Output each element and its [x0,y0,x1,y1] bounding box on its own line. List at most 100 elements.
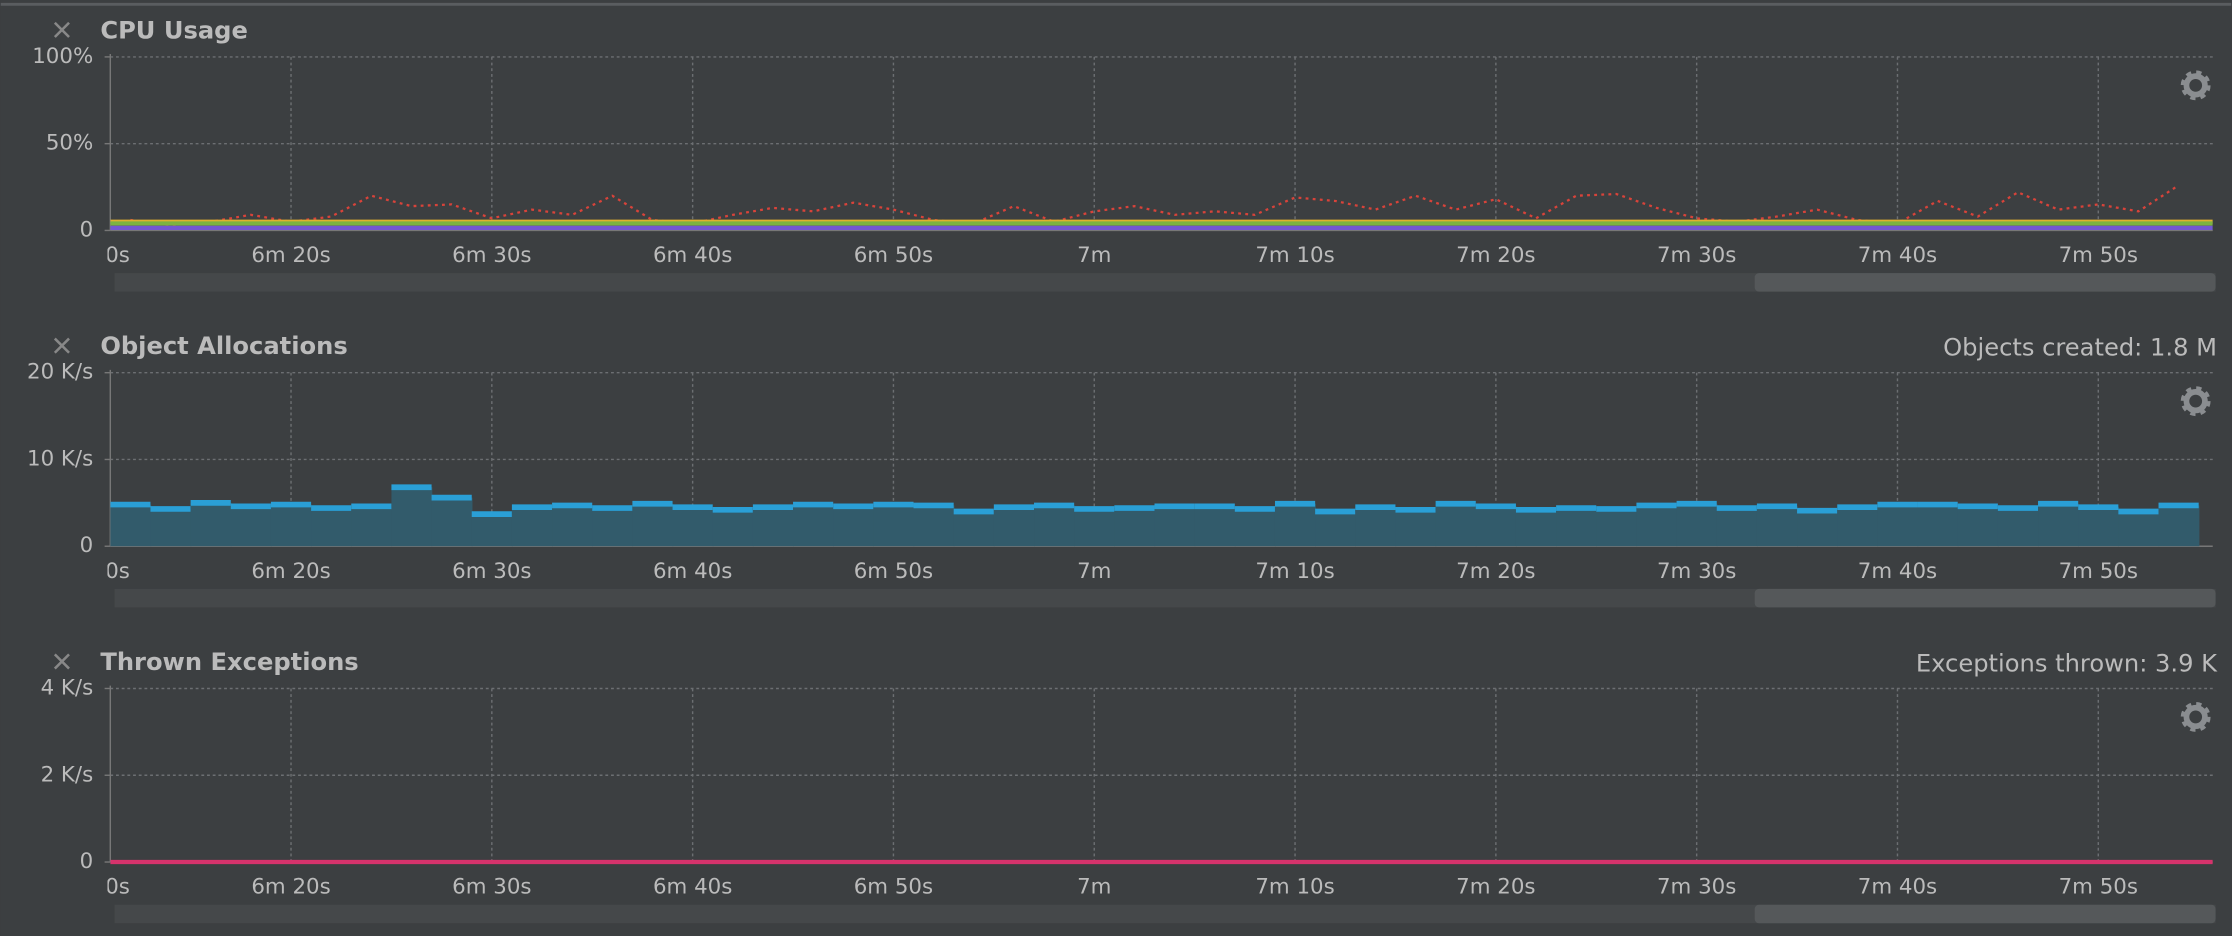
area-bin [1355,507,1397,547]
area-bin [1917,504,1959,547]
x-tick-label: 6m 20s [251,875,330,900]
area-bin [391,487,433,547]
x-tick-label: 6m 30s [452,243,531,268]
close-icon[interactable] [53,653,70,670]
settings-icon-body [2183,73,2208,98]
area-bin [1154,506,1196,547]
plot-area [110,184,2213,230]
x-tick-label: 7m 30s [1657,875,1736,900]
area-bin [712,509,754,547]
y-tick-label: 10 K/s [27,446,93,471]
panel-annotation: Exceptions thrown: 3.9 K [1916,649,2218,677]
x-tick-label: 7m 10s [1255,559,1334,584]
x-tick-label: 7m [1077,875,1111,900]
panel-annotation: Objects created: 1.8 M [1943,334,2217,362]
area-bin [431,497,473,547]
area-bin [110,504,152,547]
area-bin [1234,508,1276,547]
series-line [130,184,2180,227]
area-bin [1435,503,1477,547]
area-bin [1756,506,1798,547]
scrollbar-thumb[interactable] [1754,588,2216,608]
y-tick-label: 2 K/s [41,762,94,787]
y-tick-label: 0 [80,217,94,242]
x-tick-label: 7m 20s [1456,243,1535,268]
panel-title: CPU Usage [100,16,248,44]
close-icon[interactable] [53,21,70,38]
x-tick-label: 7m [1077,559,1111,584]
y-tick-label: 20 K/s [27,360,93,385]
x-tick-label: 6m 10s [51,875,130,900]
area-bin [1114,508,1156,547]
area-bin [1475,506,1517,547]
area-bin [150,508,192,547]
scrollbar-track [114,588,2216,608]
x-tick-label: 7m 20s [1456,875,1535,900]
area-bin [1837,507,1879,547]
area-bin [471,514,513,547]
area-bin [1556,508,1597,547]
settings-icon-body [2183,389,2208,414]
x-tick-label: 6m 10s [51,559,130,584]
x-tick-labels: 6m 10s 6m 20s 6m 30s 6m 40s 6m 50s 7m 7m 10s 7m… [51,243,2138,268]
area-bin [1797,510,1838,547]
area-bin [1074,508,1116,547]
x-tick-label: 6m 50s [854,243,933,268]
panel: Object Allocations Objects created: 1.8 M… [27,332,2217,608]
area-bin [2158,505,2200,547]
x-tick-label: 7m 30s [1657,559,1736,584]
area-bin [1596,508,1638,547]
x-tick-label: 6m 30s [452,559,531,584]
x-tick-label: 6m 20s [251,243,330,268]
x-tick-label: 7m 50s [2059,875,2138,900]
scrollbar-thumb[interactable] [1754,273,2216,292]
area-bin [1274,503,1316,547]
area-bin [1997,508,2039,547]
settings-icon-body [2183,704,2208,730]
area-bin [2038,503,2079,547]
x-tick-label: 7m 40s [1858,875,1937,900]
area-bin [511,507,553,547]
area-bin [2118,511,2160,547]
x-tick-label: 7m 10s [1255,243,1334,268]
y-tick-label: 4 K/s [41,675,94,700]
area-bin [230,506,272,547]
panel: CPU Usage 0 50% 100% 6m 10s 6m 20s 6m 30s 6m 40… [32,16,2216,292]
area-bin [1957,506,1999,547]
area-bin [1515,509,1557,547]
x-tick-label: 6m 40s [653,243,732,268]
area-bin [1395,509,1437,547]
area-bin [953,511,995,547]
x-tick-label: 6m 30s [452,875,531,900]
area-bin [2078,507,2120,547]
x-tick-label: 6m 40s [653,875,732,900]
area-bin [833,506,875,547]
x-tick-labels: 6m 10s 6m 20s 6m 30s 6m 40s 6m 50s 7m 7m 10s 7m… [51,875,2138,900]
panel-title: Object Allocations [100,332,347,360]
x-tick-label: 6m 10s [51,243,130,268]
area-bin [1636,505,1678,547]
x-tick-label: 6m 50s [854,875,933,900]
area-bin [752,507,794,547]
area-bin [190,502,232,547]
x-tick-label: 7m 50s [2059,243,2138,268]
y-tick-label: 0 [80,533,94,558]
close-icon[interactable] [53,337,70,354]
area-bin [1716,508,1758,547]
x-tick-label: 6m 20s [251,559,330,584]
panel-title: Thrown Exceptions [100,648,358,676]
area-bin [873,504,915,547]
x-tick-label: 6m 50s [854,559,933,584]
area-bin [1194,506,1236,547]
x-tick-label: 6m 40s [653,559,732,584]
y-tick-label: 100% [32,44,93,69]
scrollbar-thumb[interactable] [1754,904,2216,924]
area-bin [1034,505,1075,547]
area-bin [632,503,674,547]
area-bin [270,504,312,547]
x-tick-label: 7m 30s [1657,243,1736,268]
scrollbar-track [114,273,2216,292]
x-tick-label: 7m 10s [1255,875,1334,900]
